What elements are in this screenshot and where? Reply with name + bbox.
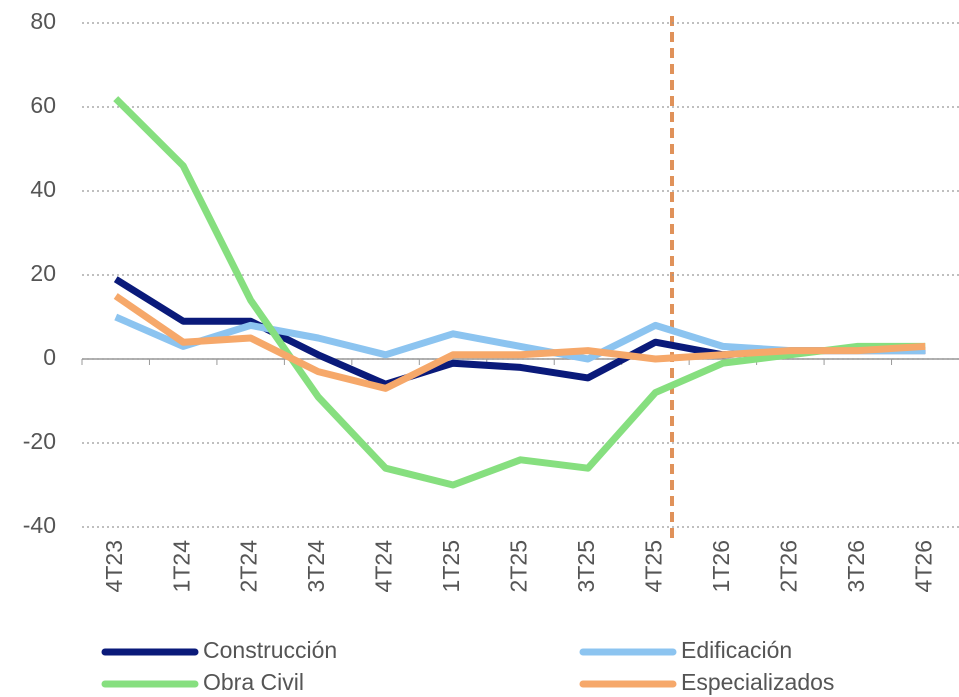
x-tick-label: 3T26 bbox=[843, 540, 869, 592]
legend-label: Edificación bbox=[681, 637, 792, 663]
x-tick-label: 1T25 bbox=[438, 540, 464, 592]
y-tick-label: 60 bbox=[30, 92, 56, 118]
x-tick-label: 4T24 bbox=[371, 540, 397, 593]
x-tick-label: 2T24 bbox=[236, 540, 262, 593]
series-line bbox=[113, 293, 926, 392]
y-tick-label: -40 bbox=[23, 512, 56, 538]
x-tick-label: 3T24 bbox=[303, 540, 329, 593]
y-tick-label: 40 bbox=[30, 176, 56, 202]
legend-label: Construcción bbox=[203, 637, 337, 663]
y-tick-label: 0 bbox=[43, 344, 56, 370]
y-tick-label: 80 bbox=[30, 8, 56, 34]
x-tick-label: 4T25 bbox=[641, 540, 667, 592]
x-tick-label: 2T26 bbox=[775, 540, 801, 592]
legend-label: Obra Civil bbox=[203, 669, 304, 695]
legend-label: Especializados bbox=[681, 669, 834, 695]
y-tick-label: -20 bbox=[23, 428, 56, 454]
x-tick-label: 1T24 bbox=[168, 540, 194, 593]
y-tick-label: 20 bbox=[30, 260, 56, 286]
plot: -40 -20 0 20 40 60 80 4T23 1T24 2T24 3T24 4T24 1T25 2… bbox=[23, 8, 959, 695]
series-line bbox=[113, 96, 926, 489]
x-tick-label: 3T25 bbox=[573, 540, 599, 592]
x-tick-label: 1T26 bbox=[708, 540, 734, 592]
x-tick-label: 4T23 bbox=[101, 540, 127, 592]
x-tick-label: 4T26 bbox=[910, 540, 936, 592]
x-tick-label: 2T25 bbox=[506, 540, 532, 592]
